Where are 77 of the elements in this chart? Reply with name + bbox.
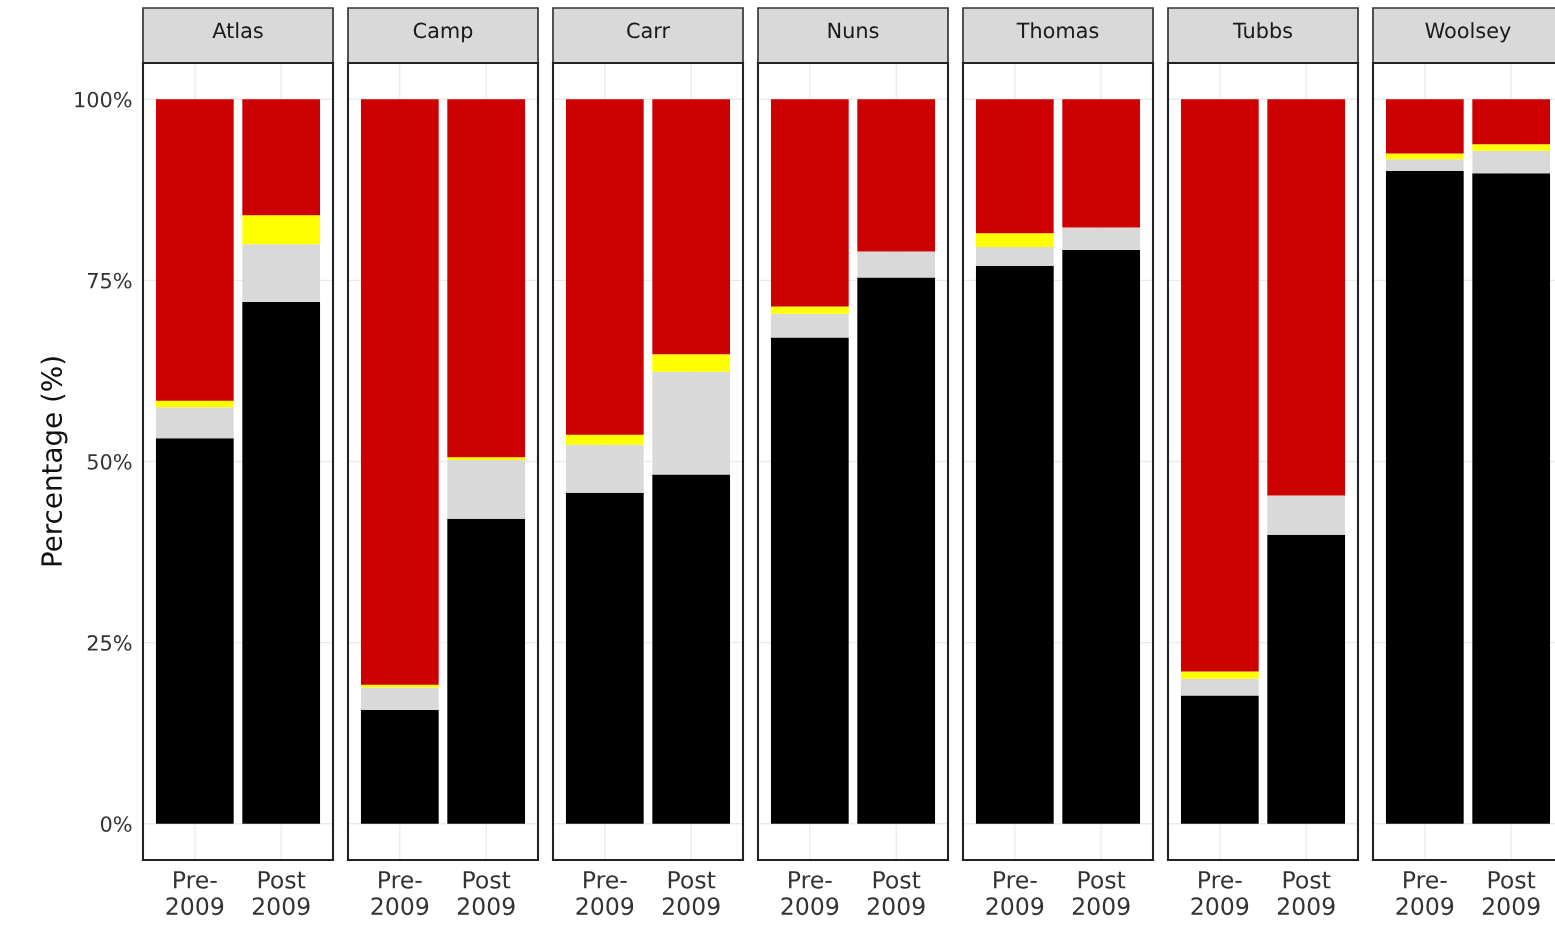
x-tick-label: Post 2009 bbox=[457, 871, 515, 916]
x-tick-label: Post 2009 bbox=[1482, 871, 1540, 916]
chart-title: Nuns bbox=[828, 22, 879, 39]
bar bbox=[652, 371, 731, 475]
bar bbox=[360, 99, 439, 685]
bar bbox=[565, 99, 644, 435]
bar bbox=[155, 407, 234, 439]
bar bbox=[770, 306, 849, 314]
y-tick-label: 25% bbox=[87, 635, 132, 651]
bar bbox=[447, 99, 526, 458]
x-tick-label: Post 2009 bbox=[867, 871, 925, 916]
chart-title: Tubbs bbox=[1232, 22, 1293, 39]
bar bbox=[1472, 99, 1551, 145]
bar bbox=[1385, 159, 1464, 171]
bar bbox=[360, 684, 439, 688]
x-tick-label: Post 2009 bbox=[1277, 871, 1335, 916]
x-tick-label: Pre- 2009 bbox=[986, 871, 1044, 916]
bar bbox=[447, 460, 526, 519]
bar bbox=[155, 438, 234, 824]
bar bbox=[857, 251, 936, 278]
bar bbox=[447, 518, 526, 824]
x-tick-label: Pre- 2009 bbox=[1396, 871, 1454, 916]
bar bbox=[1472, 144, 1551, 151]
y-tick-label: 75% bbox=[87, 272, 132, 289]
bar bbox=[155, 400, 234, 408]
bar bbox=[1267, 495, 1346, 535]
bar bbox=[975, 247, 1054, 266]
chart-title: Woolsey bbox=[1425, 22, 1511, 43]
bar bbox=[565, 492, 644, 824]
chart-title: Atlas bbox=[212, 22, 263, 39]
bar bbox=[1062, 99, 1141, 228]
bar bbox=[857, 99, 936, 252]
bar bbox=[975, 233, 1054, 248]
chart-title: Thomas bbox=[1016, 22, 1099, 39]
bar bbox=[1180, 678, 1259, 696]
bar bbox=[1385, 99, 1464, 154]
bar bbox=[360, 710, 439, 824]
bar bbox=[1472, 150, 1551, 174]
bar bbox=[1180, 99, 1259, 672]
bar bbox=[155, 99, 234, 401]
chart-title: Carr bbox=[627, 22, 671, 39]
x-tick-label: Post 2009 bbox=[1072, 871, 1130, 916]
x-tick-label: Pre- 2009 bbox=[781, 871, 839, 916]
bar bbox=[447, 457, 526, 461]
bar bbox=[242, 244, 321, 303]
bar bbox=[770, 313, 849, 338]
bar bbox=[360, 687, 439, 711]
y-tick-label: 50% bbox=[87, 453, 132, 470]
x-tick-label: Post 2009 bbox=[252, 871, 310, 916]
bar bbox=[770, 99, 849, 307]
bar bbox=[975, 265, 1054, 824]
bar bbox=[565, 444, 644, 493]
bar bbox=[242, 215, 321, 245]
x-tick-label: Pre- 2009 bbox=[1191, 871, 1249, 916]
y-axis-title: Percentage (%) bbox=[40, 357, 68, 566]
x-tick-label: Pre- 2009 bbox=[371, 871, 429, 916]
bar bbox=[242, 99, 321, 216]
chart-title: Camp bbox=[413, 22, 473, 43]
bar bbox=[652, 474, 731, 824]
bar bbox=[652, 99, 731, 355]
x-tick-label: Pre- 2009 bbox=[166, 871, 224, 916]
bar bbox=[1180, 695, 1259, 824]
bar bbox=[242, 302, 321, 824]
bar bbox=[565, 434, 644, 445]
x-tick-label: Pre- 2009 bbox=[576, 871, 634, 916]
bar bbox=[1062, 227, 1141, 250]
x-tick-label: Post 2009 bbox=[662, 871, 720, 916]
bar bbox=[1180, 671, 1259, 679]
bar bbox=[1267, 534, 1346, 824]
y-tick-label: 100% bbox=[75, 91, 132, 108]
bar bbox=[770, 337, 849, 824]
bar bbox=[1267, 99, 1346, 496]
bar bbox=[652, 354, 731, 372]
bar bbox=[1062, 249, 1141, 824]
bar bbox=[857, 277, 936, 824]
y-tick-label: 0% bbox=[100, 816, 132, 832]
bar bbox=[975, 99, 1054, 234]
